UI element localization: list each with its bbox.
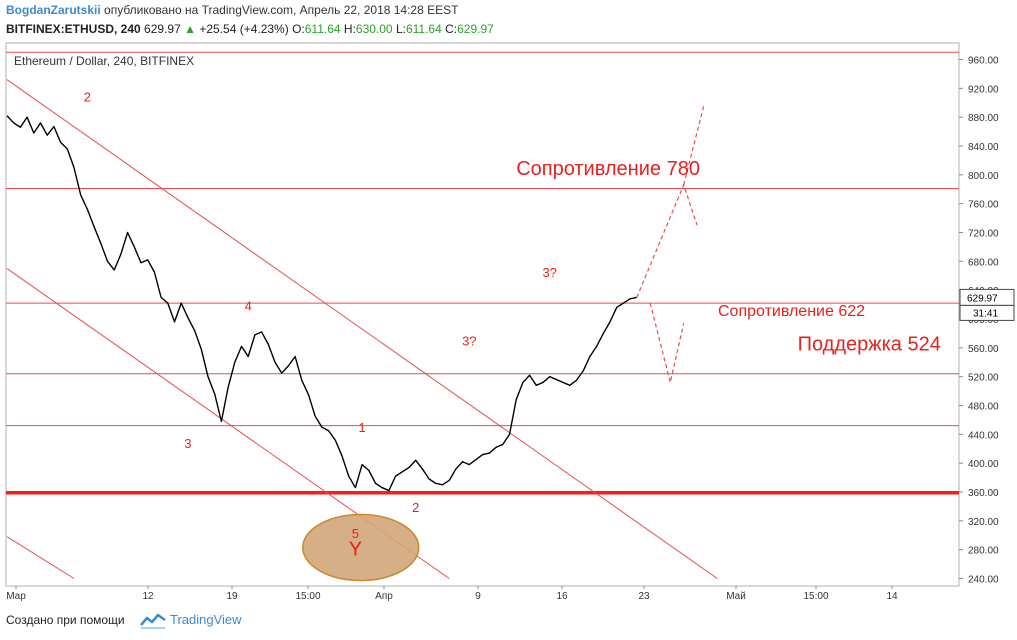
made-with-text: Создано при помощи bbox=[6, 613, 125, 627]
chart-title: Ethereum / Dollar, 240, BITFINEX bbox=[14, 54, 194, 68]
author-link[interactable]: BogdanZarutskii bbox=[6, 3, 101, 17]
y-tick-label: 240.00 bbox=[968, 575, 999, 586]
y-tick-label: 880.00 bbox=[968, 113, 999, 124]
ohlc-close-value: 629.97 bbox=[457, 22, 494, 36]
ohlc-high-value: 630.00 bbox=[355, 22, 393, 36]
price-change: +25.54 (+4.23%) bbox=[199, 22, 289, 36]
chart-header: BogdanZarutskii опубликовано на TradingV… bbox=[0, 0, 1017, 42]
publish-line: BogdanZarutskii опубликовано на TradingV… bbox=[6, 3, 458, 17]
y-tick-label: 280.00 bbox=[968, 546, 999, 557]
symbol-line: BITFINEX:ETHUSD, 240 629.97 ▲ +25.54 (+4… bbox=[6, 22, 494, 36]
ohlc-close-label: C: bbox=[445, 22, 458, 36]
channel-line bbox=[6, 536, 75, 579]
wave-label: 3? bbox=[462, 334, 476, 349]
annotation-label: Поддержка 524 bbox=[798, 334, 941, 356]
change-arrow-icon: ▲ bbox=[184, 22, 196, 36]
current-price-label: 629.97 bbox=[967, 293, 998, 304]
y-tick-label: 440.00 bbox=[968, 430, 999, 441]
y-tick-label: 520.00 bbox=[968, 373, 999, 384]
y-tick-label: 840.00 bbox=[968, 142, 999, 153]
tradingview-link[interactable]: TradingView bbox=[170, 612, 242, 627]
projection-path bbox=[649, 302, 685, 383]
annotation-label: Сопротивление 780 bbox=[516, 158, 700, 180]
x-tick-label: 15:00 bbox=[803, 591, 828, 602]
publish-info: опубликовано на TradingView.com, Апрель … bbox=[104, 3, 459, 17]
y-tick-label: 760.00 bbox=[968, 200, 999, 211]
y-tick-label: 960.00 bbox=[968, 56, 999, 67]
y-tick-label: 720.00 bbox=[968, 229, 999, 240]
tradingview-logo-icon[interactable] bbox=[140, 611, 166, 629]
x-tick-label: Апр bbox=[375, 591, 393, 602]
ohlc-open-label: O: bbox=[292, 22, 305, 36]
plot-area[interactable] bbox=[5, 42, 960, 587]
x-tick-label: Май bbox=[726, 591, 746, 602]
y-tick-label: 360.00 bbox=[968, 488, 999, 499]
wave-label: 1 bbox=[358, 420, 365, 435]
x-tick-label: 14 bbox=[886, 591, 898, 602]
countdown-tag bbox=[959, 304, 1015, 321]
annotation-label: Сопротивление 622 bbox=[718, 303, 865, 320]
x-tick-label: 19 bbox=[226, 591, 238, 602]
y-tick-label: 800.00 bbox=[968, 171, 999, 182]
y-tick-label: 560.00 bbox=[968, 344, 999, 355]
footer: Создано при помощи TradingView bbox=[0, 605, 1017, 640]
x-tick-label: Мар bbox=[6, 591, 26, 602]
price-chart[interactable]: Сопротивление 780 Сопротивление 622 Поддер… bbox=[0, 0, 1017, 605]
ohlc-low-value: 611.64 bbox=[405, 22, 442, 36]
wave-label: 4 bbox=[245, 298, 252, 313]
ohlc-low-label: L: bbox=[395, 22, 406, 36]
x-tick-label: 12 bbox=[142, 591, 154, 602]
y-tick-label: 920.00 bbox=[968, 84, 999, 95]
last-price: 629.97 bbox=[144, 22, 181, 36]
countdown-label: 31:41 bbox=[973, 308, 998, 319]
wave-label: Y bbox=[349, 538, 362, 560]
symbol-label: BITFINEX:ETHUSD, 240 bbox=[6, 22, 141, 36]
ohlc-open-value: 611.64 bbox=[304, 22, 341, 36]
y-tick-label: 680.00 bbox=[968, 257, 999, 268]
wave-ellipse bbox=[302, 513, 420, 582]
y-tick-label: 320.00 bbox=[968, 517, 999, 528]
x-tick-label: 15:00 bbox=[295, 591, 320, 602]
y-tick-label: 400.00 bbox=[968, 459, 999, 470]
y-tick-label: 480.00 bbox=[968, 402, 999, 413]
wave-label: 3? bbox=[542, 265, 556, 280]
wave-label: 2 bbox=[84, 89, 91, 104]
x-tick-label: 9 bbox=[475, 591, 481, 602]
wave-label: 5 bbox=[352, 526, 359, 541]
wave-label: 3 bbox=[184, 436, 191, 451]
price-line bbox=[6, 115, 637, 492]
x-tick-label: 16 bbox=[556, 591, 568, 602]
x-tick-label: 23 bbox=[638, 591, 650, 602]
wave-label: 2 bbox=[412, 500, 419, 515]
ohlc-high-label: H: bbox=[343, 22, 356, 36]
channel-line bbox=[6, 79, 718, 579]
